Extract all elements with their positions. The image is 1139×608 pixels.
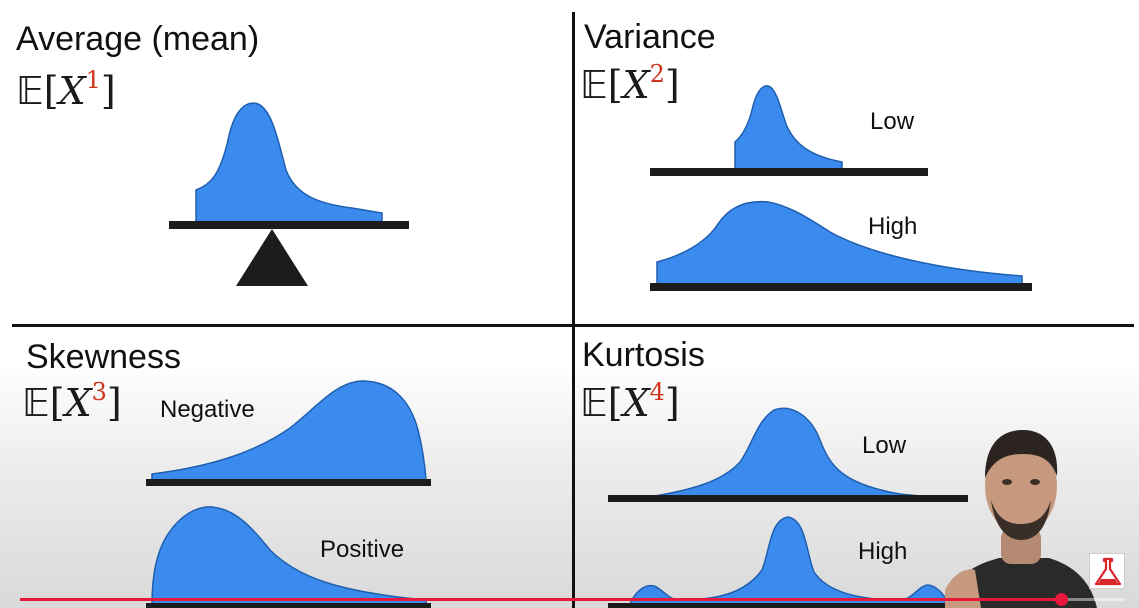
balance-beam [169,221,409,229]
kurtosis-title: Kurtosis [582,336,705,374]
kurtosis-high-label: High [858,538,908,565]
skewness-title: Skewness [26,338,181,376]
kurtosis-low-baseline [608,495,968,502]
variance-high-label: High [868,213,918,240]
video-progress-bar[interactable] [20,593,1125,606]
variance-title: Variance [584,18,716,56]
kurtosis-high-curve [628,516,952,605]
variance-low-label: Low [870,108,915,135]
kurtosis-formula: 𝔼[X4] [580,378,680,425]
video-progress-fill [20,598,1061,601]
kurtosis-low-curve [654,407,921,497]
skewness-negative-curve [151,380,427,481]
mean-exponent: 1 [85,66,101,94]
variance-formula: 𝔼[X2] [580,60,680,107]
flask-icon[interactable] [1089,553,1125,589]
skewness-positive-baseline [146,603,431,608]
kurtosis-high-baseline [608,603,968,608]
skewness-exponent: 3 [91,378,107,406]
mean-distribution-curve [195,102,383,223]
skewness-negative-label: Negative [160,396,255,423]
variance-high-baseline [650,283,1032,291]
kurtosis-exponent: 4 [649,378,665,406]
horizontal-divider [12,324,1134,327]
variance-low-curve [734,85,843,171]
mean-formula: 𝔼[X1] [16,66,116,113]
variance-exponent: 2 [649,60,665,88]
skewness-negative-baseline [146,479,431,486]
kurtosis-low-label: Low [862,432,907,459]
balance-fulcrum [236,229,308,286]
skewness-positive-curve [151,506,427,605]
vertical-divider [572,12,575,608]
mean-title: Average (mean) [16,20,260,58]
video-progress-scrubber[interactable] [1054,593,1068,606]
variance-low-baseline [650,168,928,176]
skewness-positive-label: Positive [320,536,405,563]
presenter-video [945,420,1097,608]
skewness-formula: 𝔼[X3] [22,378,122,425]
variance-high-curve [656,200,1023,286]
